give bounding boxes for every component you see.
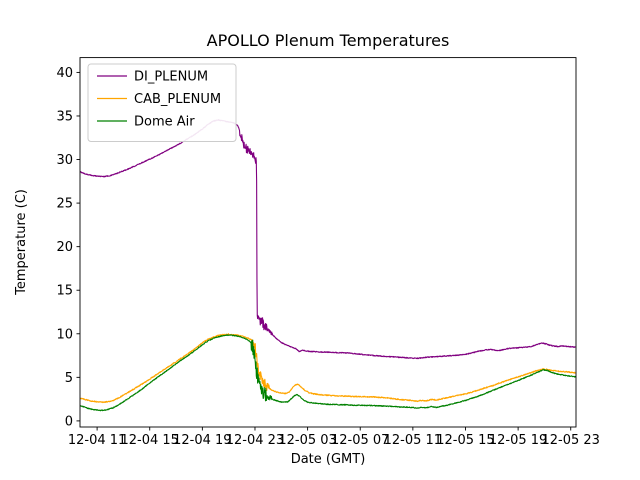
legend: DI_PLENUM CAB_PLENUM Dome Air <box>87 63 237 142</box>
y-tick-label: 25 <box>56 197 73 212</box>
x-tick-label: 12-05 23 <box>542 433 600 448</box>
series-line-dome-air <box>80 334 576 412</box>
x-tick-label: 12-05 03 <box>278 433 336 448</box>
y-tick-label: 10 <box>56 327 73 342</box>
legend-label: Dome Air <box>134 115 195 130</box>
chart-title: APOLLO Plenum Temperatures <box>207 31 450 50</box>
x-tick-label: 12-05 07 <box>331 433 389 448</box>
y-tick-label: 5 <box>65 371 73 386</box>
x-tick-label: 12-05 11 <box>384 433 442 448</box>
y-tick-label: 30 <box>56 153 73 168</box>
series-line-cab-plenum <box>80 333 576 404</box>
y-axis-label: Temperature (C) <box>14 189 29 296</box>
x-tick-label: 12-04 19 <box>173 433 231 448</box>
y-tick-label: 15 <box>56 284 73 299</box>
series-lines <box>80 119 576 412</box>
x-tick-label: 12-05 19 <box>489 433 547 448</box>
series-line-di-plenum <box>80 119 576 360</box>
y-tick-label: 35 <box>56 109 73 124</box>
x-tick-label: 12-04 15 <box>121 433 179 448</box>
y-tick-label: 20 <box>56 240 73 255</box>
legend-label: CAB_PLENUM <box>134 92 221 107</box>
y-tick-label: 0 <box>65 414 73 429</box>
y-tick-label: 40 <box>56 66 73 81</box>
x-tick-label: 12-04 11 <box>68 433 126 448</box>
x-tick-label: 12-05 15 <box>436 433 494 448</box>
x-axis-label: Date (GMT) <box>291 452 366 467</box>
legend-frame <box>87 63 237 142</box>
x-tick-label: 12-04 23 <box>226 433 284 448</box>
axes-frame <box>79 57 577 428</box>
legend-label: DI_PLENUM <box>134 70 208 85</box>
